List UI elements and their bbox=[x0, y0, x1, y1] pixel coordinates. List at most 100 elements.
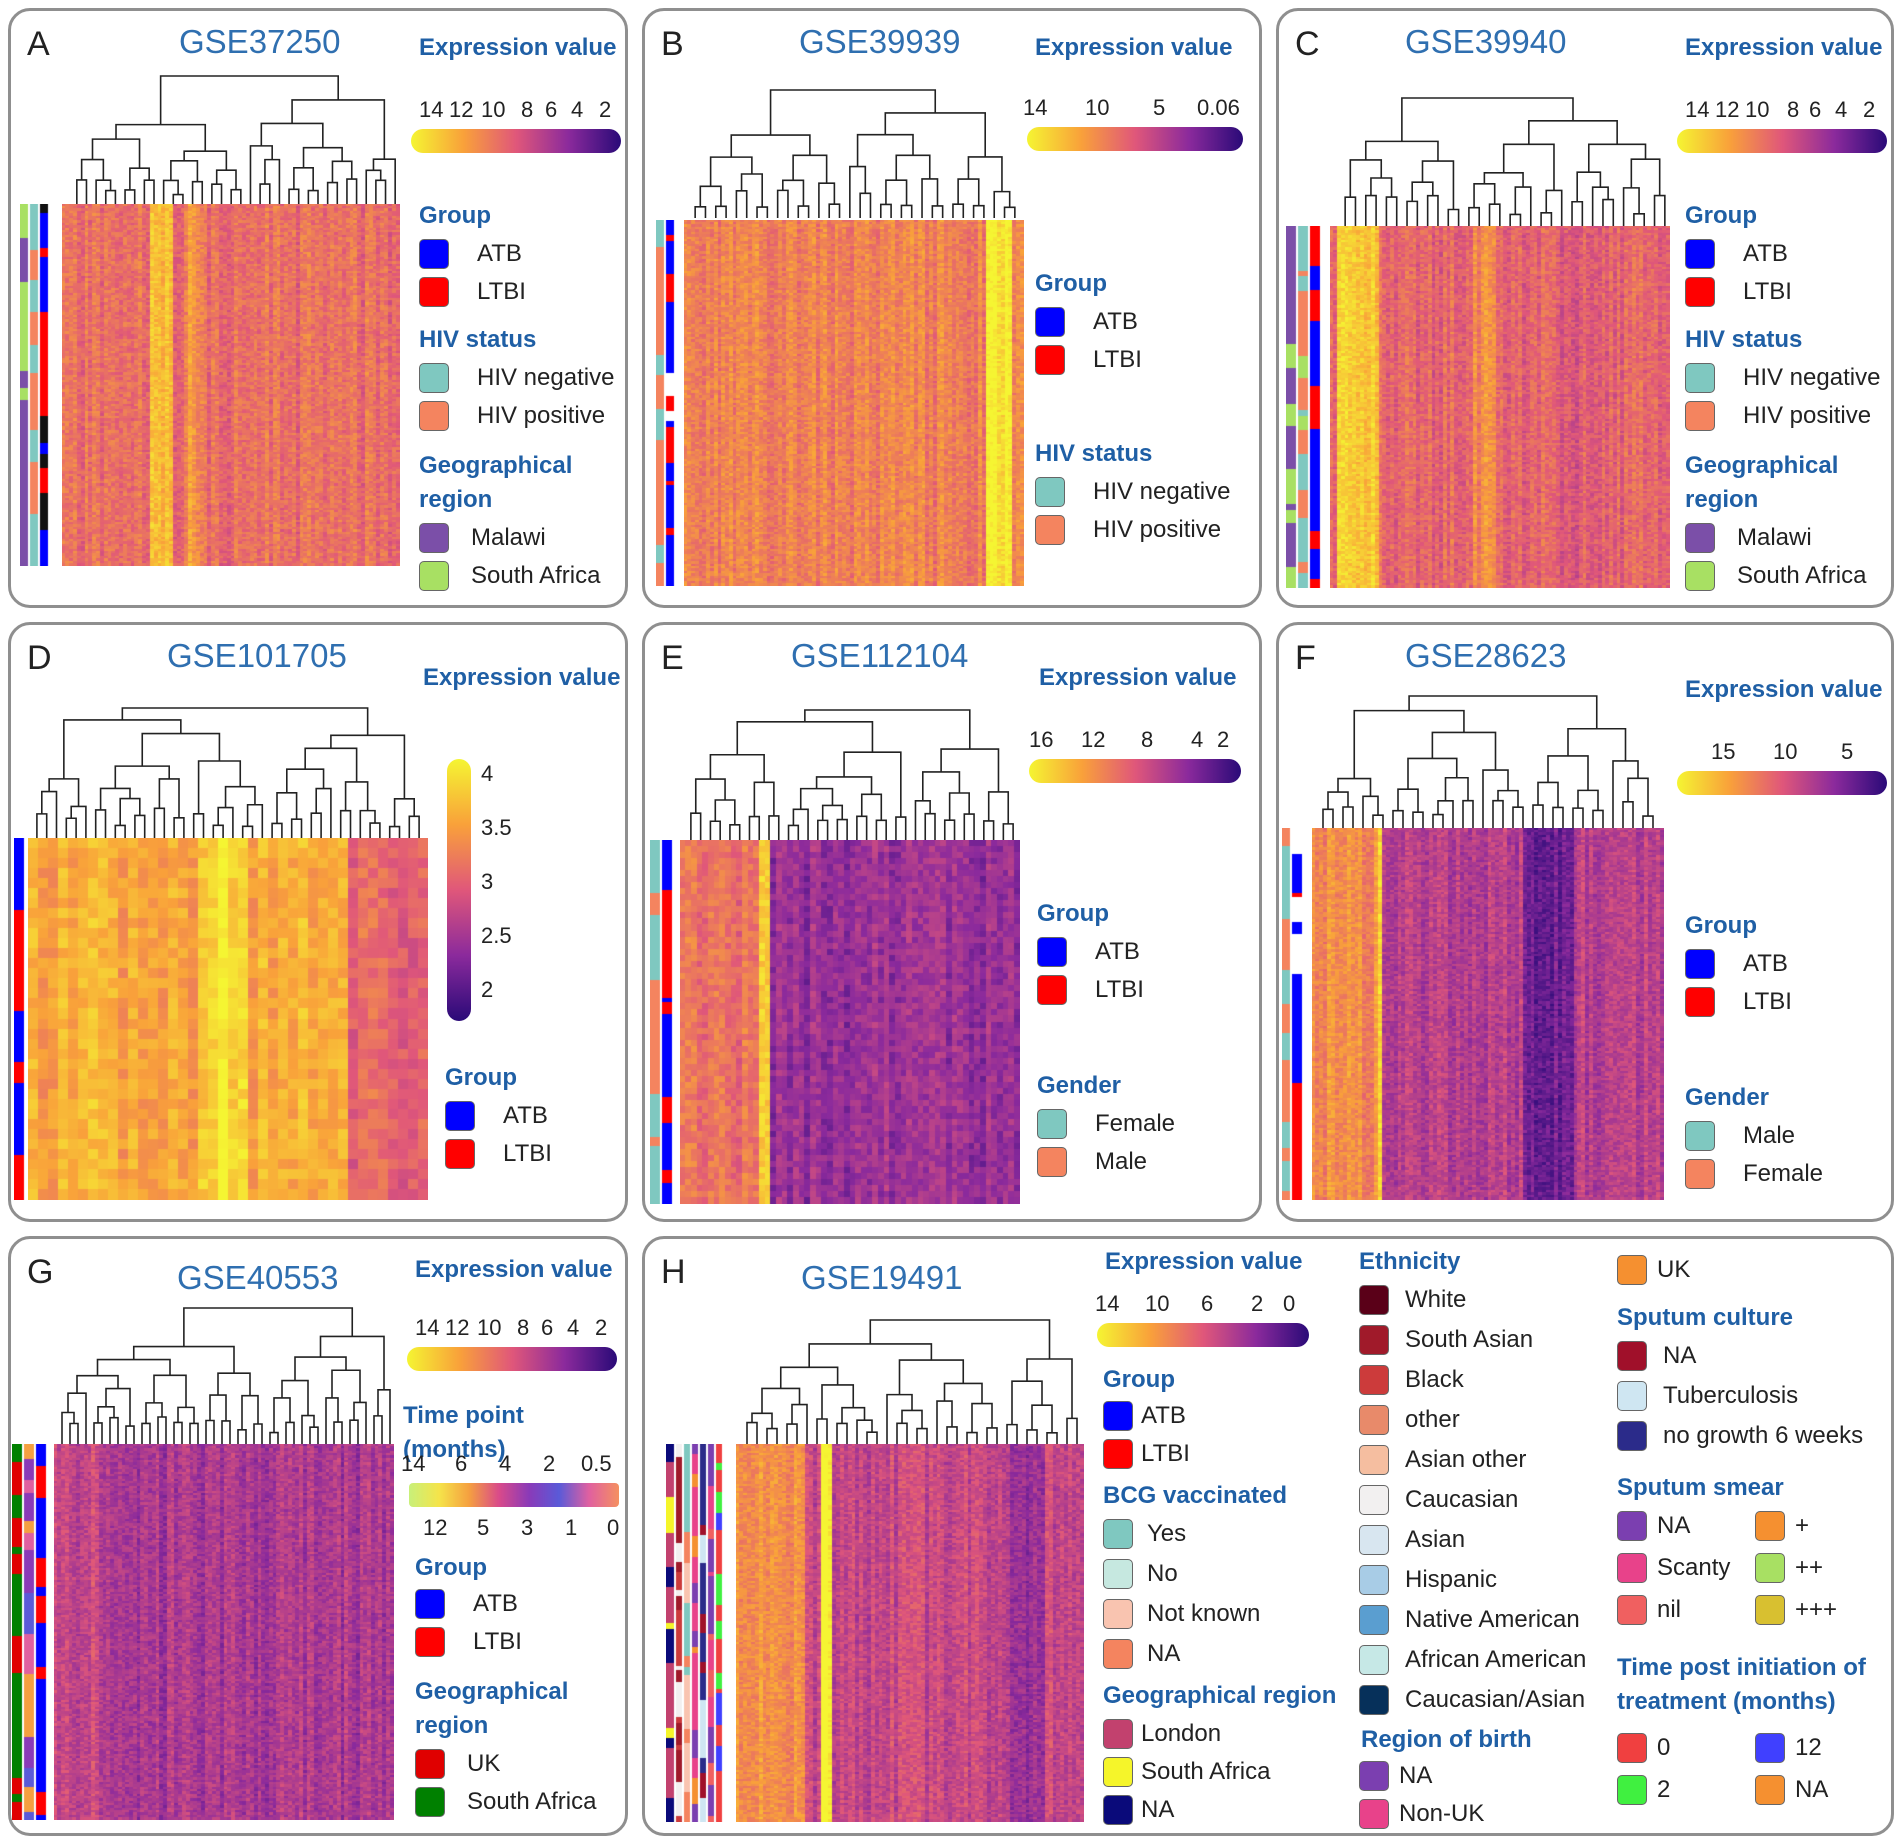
legend-label: ATB bbox=[1095, 938, 1140, 965]
panel-title: GSE40553 bbox=[177, 1259, 339, 1296]
colorbar-tick: 8 bbox=[517, 1315, 530, 1340]
dendrogram-branch bbox=[1337, 777, 1372, 797]
legend-label: LTBI bbox=[1743, 278, 1792, 305]
dendrogram-branch bbox=[124, 189, 136, 204]
dendrogram-branch bbox=[957, 178, 980, 206]
legend-swatch-scanty bbox=[1617, 1553, 1647, 1583]
legend-label: White bbox=[1405, 1286, 1467, 1313]
dendrogram-branch bbox=[158, 778, 180, 818]
colorbar-tick: 12 bbox=[1081, 727, 1106, 752]
legend-heading: Sputum smear bbox=[1617, 1474, 1784, 1501]
panel-letter: F bbox=[1295, 639, 1316, 677]
legend-heading: Geographical region bbox=[1685, 452, 1839, 513]
legend-swatch-south-africa bbox=[419, 561, 449, 591]
dendrogram-branch bbox=[900, 204, 913, 218]
colorbar-tick: 14 bbox=[419, 97, 444, 122]
dendrogram-branch bbox=[359, 809, 376, 838]
legend-heading: Group bbox=[1685, 912, 1757, 939]
dendrogram-branch bbox=[967, 156, 1003, 192]
colorbar-tick: 4 bbox=[571, 97, 584, 122]
dendrogram-branch bbox=[65, 817, 77, 838]
dendrogram-branch bbox=[699, 185, 722, 207]
legend-swatch-atb bbox=[1035, 307, 1065, 337]
legend-heading: HIV status bbox=[1035, 440, 1153, 467]
dendrogram-branch bbox=[91, 138, 141, 169]
dendrogram-branch bbox=[276, 792, 298, 824]
dendrogram-branch bbox=[817, 819, 829, 840]
dendrogram-branch bbox=[330, 734, 406, 799]
dendrogram-branch bbox=[36, 813, 48, 838]
colorbar bbox=[1677, 771, 1887, 795]
legend-label: HIV negative bbox=[1093, 478, 1231, 505]
dendrogram-branch bbox=[290, 818, 303, 838]
dendrogram-branch bbox=[966, 1431, 978, 1444]
legend-heading: Geographical region bbox=[415, 1678, 569, 1739]
dendrogram-branch bbox=[307, 189, 319, 204]
dendrogram-branch bbox=[264, 158, 281, 204]
legend-label: South Africa bbox=[467, 1788, 597, 1815]
legend-swatch-hiv-positive bbox=[1685, 401, 1715, 431]
legend-label: Caucasian/Asian bbox=[1405, 1686, 1586, 1713]
annotation-bars bbox=[666, 1444, 734, 1822]
colorbar bbox=[1677, 129, 1887, 153]
legend-label: Non-UK bbox=[1399, 1800, 1485, 1827]
legend-label: 2 bbox=[1657, 1776, 1671, 1803]
dendrogram-branch bbox=[197, 760, 242, 814]
legend-swatch-non-uk bbox=[1359, 1799, 1389, 1829]
colorbar bbox=[1097, 1323, 1309, 1347]
dendrogram-branch bbox=[246, 803, 264, 838]
dendrogram-branch bbox=[841, 1406, 866, 1424]
legend-swatch-black bbox=[1359, 1365, 1389, 1395]
dendrogram-branch bbox=[1408, 695, 1598, 729]
panel-title: GSE101705 bbox=[167, 637, 347, 674]
dendrogram-branch bbox=[1327, 791, 1349, 810]
dendrogram-branch bbox=[48, 778, 80, 807]
dendrogram-branch bbox=[211, 183, 223, 204]
colorbar-tick: 2 bbox=[1217, 727, 1230, 752]
legend-heading: Region of birth bbox=[1361, 1726, 1532, 1753]
legend-swatch-native-american bbox=[1359, 1605, 1389, 1635]
legend-swatch-south-africa bbox=[415, 1787, 445, 1817]
legend-swatch-t-na bbox=[1755, 1775, 1785, 1805]
dendrogram-branch bbox=[63, 719, 182, 779]
heatmap bbox=[680, 840, 1020, 1204]
legend-label: LTBI bbox=[1743, 988, 1792, 1015]
legend-swatch-plus-plus-plus bbox=[1755, 1595, 1785, 1625]
legend-label: LTBI bbox=[1141, 1440, 1190, 1467]
dendrogram-branch bbox=[273, 1397, 291, 1433]
dendrogram-branch bbox=[971, 1402, 993, 1433]
dendrogram-branch bbox=[1528, 119, 1618, 145]
dendrogram-branch bbox=[1344, 196, 1357, 226]
dendrogram-branch bbox=[1406, 200, 1419, 226]
dendrogram-branch bbox=[1633, 213, 1646, 226]
legend-swatch-caucasian bbox=[1359, 1485, 1389, 1515]
annotation-bars bbox=[656, 220, 684, 586]
heatmap bbox=[1330, 226, 1670, 588]
dendrogram-branch bbox=[761, 1387, 801, 1414]
timebar-tick: 0 bbox=[607, 1515, 620, 1540]
dendrogram-branch bbox=[115, 123, 207, 152]
panel-letter: G bbox=[27, 1253, 54, 1291]
legend-heading: Group bbox=[415, 1554, 487, 1581]
dendrogram-branch bbox=[1411, 181, 1434, 202]
dendrogram-branch bbox=[141, 1422, 151, 1444]
dendrogram-branch bbox=[319, 1335, 385, 1390]
legend-swatch-atb bbox=[419, 239, 449, 269]
heatmap bbox=[1312, 828, 1664, 1200]
dendrogram-branch bbox=[339, 809, 352, 838]
legend-swatch-ltbi bbox=[415, 1627, 445, 1657]
timebar-tick: 6 bbox=[455, 1451, 468, 1476]
legend-heading: Group bbox=[419, 202, 491, 229]
dendrogram-branch bbox=[940, 748, 1000, 792]
colorbar-tick: 0 bbox=[1283, 1291, 1296, 1316]
dendrogram-branch bbox=[1447, 208, 1460, 226]
dendrogram-branch bbox=[326, 181, 339, 204]
dendrogram-branch bbox=[963, 813, 975, 840]
dendrogram-branch bbox=[1592, 809, 1604, 828]
legend-swatch-white bbox=[1359, 1285, 1389, 1315]
legend-swatch-uk bbox=[415, 1749, 445, 1779]
dendrogram-branch bbox=[349, 1419, 359, 1444]
colorbar-label: Expression value bbox=[1685, 34, 1883, 61]
legend-swatch-bcg-not-known bbox=[1103, 1599, 1133, 1629]
dendrogram-branch bbox=[388, 825, 401, 838]
